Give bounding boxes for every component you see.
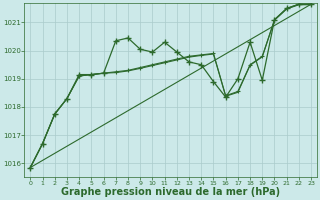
X-axis label: Graphe pression niveau de la mer (hPa): Graphe pression niveau de la mer (hPa)	[61, 187, 280, 197]
